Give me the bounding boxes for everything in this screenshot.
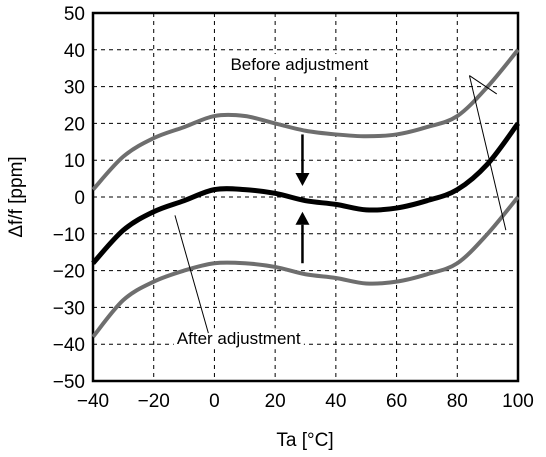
x-tick-label: −20 bbox=[138, 391, 170, 412]
x-tick-label: 20 bbox=[265, 391, 286, 412]
annotations: Before adjustment After adjustment bbox=[173, 54, 507, 350]
series-line-1 bbox=[91, 121, 521, 265]
arrow-head bbox=[295, 211, 310, 225]
x-tick-label: 60 bbox=[386, 391, 407, 412]
annotation-background bbox=[227, 54, 372, 76]
y-tick-label: 30 bbox=[64, 78, 85, 99]
y-axis-title: Δf/f [ppm] bbox=[6, 156, 27, 237]
series-line-2 bbox=[91, 195, 520, 339]
series-group bbox=[91, 48, 521, 339]
arrow-head bbox=[295, 172, 310, 186]
y-tick-label: −50 bbox=[53, 372, 85, 393]
x-tick-label: 100 bbox=[502, 391, 534, 412]
y-tick-label: −20 bbox=[53, 262, 85, 283]
annotation-after-adjustment: After adjustment bbox=[177, 329, 301, 348]
x-tick-label: −40 bbox=[77, 391, 109, 412]
annotation-before-adjustment: Before adjustment bbox=[230, 55, 368, 74]
x-axis-title: Ta [°C] bbox=[276, 430, 333, 451]
y-tick-label: 40 bbox=[64, 41, 85, 62]
y-tick-label: 0 bbox=[74, 188, 85, 209]
x-tick-label: 40 bbox=[325, 391, 346, 412]
series-line-0 bbox=[91, 48, 520, 191]
y-tick-label: 10 bbox=[64, 151, 85, 172]
x-tick-label: 80 bbox=[447, 391, 468, 412]
leader-line bbox=[469, 75, 498, 95]
y-tick-label: −10 bbox=[53, 225, 85, 246]
x-tick-label: 0 bbox=[209, 391, 220, 412]
y-tick-label: −30 bbox=[53, 298, 85, 319]
leader-line bbox=[468, 75, 507, 231]
y-tick-label: −40 bbox=[53, 335, 85, 356]
y-tick-label: 20 bbox=[64, 114, 85, 135]
tick-labels: −40 −20 0 20 40 60 80 10050403020100−10−20−30−4… bbox=[53, 4, 534, 412]
y-tick-label: 50 bbox=[64, 4, 85, 25]
leader-line bbox=[174, 215, 209, 334]
annotation-background bbox=[173, 328, 304, 350]
